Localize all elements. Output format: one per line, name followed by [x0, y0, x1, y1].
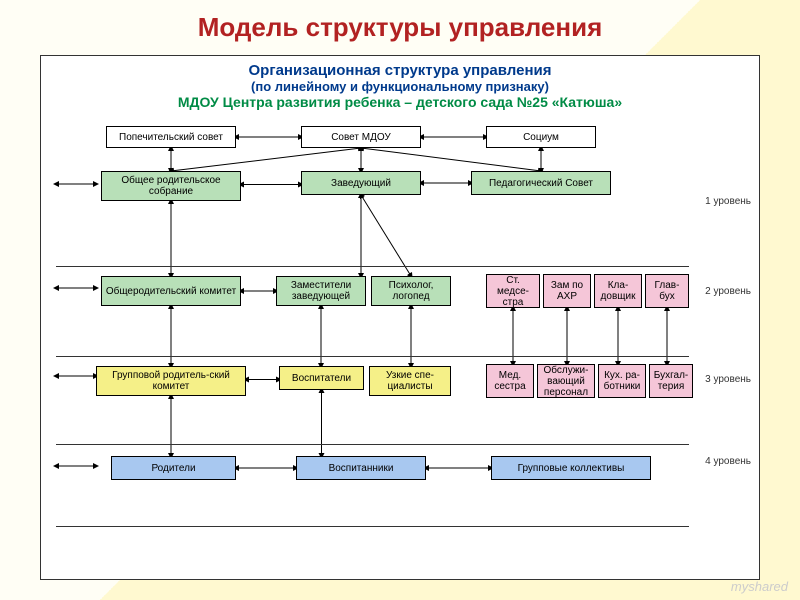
subtitle-1: Организационная структура управления	[41, 62, 759, 79]
node-n8: Заместители заведующей	[276, 276, 366, 306]
node-n7: Общеродительский комитет	[101, 276, 241, 306]
subtitle-2: (по линейному и функциональному признаку…	[41, 79, 759, 94]
node-n17: Мед. сестра	[486, 364, 534, 398]
subtitle-3: МДОУ Центра развития ребенка – детского …	[41, 94, 759, 110]
main-title: Модель структуры управления	[0, 12, 800, 43]
node-n13: Глав-бух	[645, 274, 689, 308]
level-divider	[56, 266, 689, 267]
node-n23: Групповые коллективы	[491, 456, 651, 480]
node-n19: Кух. ра-ботники	[598, 364, 646, 398]
node-n10: Ст. медсе-стра	[486, 274, 540, 308]
node-n22: Воспитанники	[296, 456, 426, 480]
watermark: myshared	[731, 579, 788, 594]
level-label: 1 уровень	[705, 196, 751, 207]
node-n11: Зам по АХР	[543, 274, 591, 308]
node-n16: Узкие спе-циалисты	[369, 366, 451, 396]
node-n5: Заведующий	[301, 171, 421, 195]
level-label: 2 уровень	[705, 286, 751, 297]
level-label: 4 уровень	[705, 456, 751, 467]
node-n6: Педагогический Совет	[471, 171, 611, 195]
node-n14: Групповой родитель-ский комитет	[96, 366, 246, 396]
node-n4: Общее родительское собрание	[101, 171, 241, 201]
level-label: 3 уровень	[705, 374, 751, 385]
node-n3: Социум	[486, 126, 596, 148]
node-n1: Попечительский совет	[106, 126, 236, 148]
org-chart: Организационная структура управления (по…	[40, 55, 760, 580]
node-n12: Кла-довщик	[594, 274, 642, 308]
level-divider	[56, 444, 689, 445]
node-n2: Совет МДОУ	[301, 126, 421, 148]
node-n15: Воспитатели	[279, 366, 364, 390]
node-n21: Родители	[111, 456, 236, 480]
level-divider	[56, 356, 689, 357]
level-divider	[56, 526, 689, 527]
node-n9: Психолог, логопед	[371, 276, 451, 306]
node-n20: Бухгал-терия	[649, 364, 693, 398]
node-n18: Обслужи-вающий персонал	[537, 364, 595, 398]
